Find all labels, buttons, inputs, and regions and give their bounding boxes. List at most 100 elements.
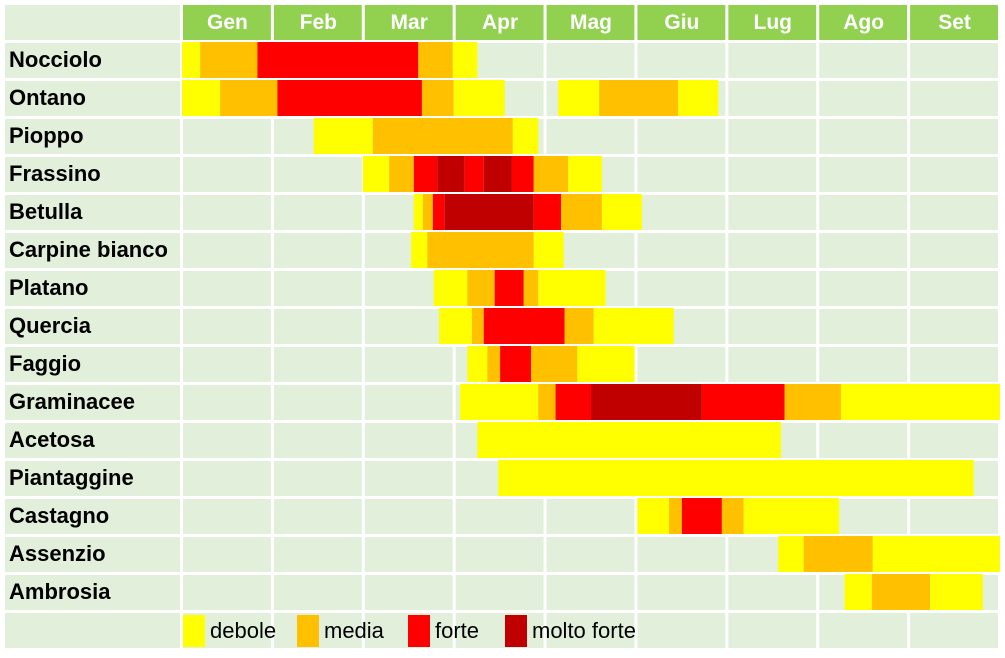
cell	[637, 233, 726, 268]
cell	[455, 499, 544, 534]
period-bar	[637, 498, 670, 534]
row-label: Pioppo	[9, 123, 84, 148]
legend-swatch	[505, 615, 527, 647]
period-bar	[464, 156, 484, 192]
cell	[819, 119, 908, 154]
cell	[273, 423, 362, 458]
cell	[455, 613, 544, 648]
row-label: Platano	[9, 275, 88, 300]
cell	[910, 271, 998, 306]
cell	[819, 43, 908, 78]
cell	[637, 43, 726, 78]
cell	[819, 613, 908, 648]
cell	[637, 613, 726, 648]
cell	[728, 157, 817, 192]
period-bar	[533, 156, 569, 192]
row-label: Acetosa	[9, 427, 95, 452]
period-bar	[533, 194, 562, 230]
cell	[910, 309, 998, 344]
cell	[183, 119, 271, 154]
period-bar	[494, 270, 524, 306]
period-bar	[460, 384, 539, 420]
period-bar	[277, 80, 422, 116]
label-cell	[5, 119, 180, 154]
period-bar	[421, 80, 454, 116]
cell	[364, 461, 453, 496]
period-bar	[930, 574, 983, 610]
row-label: Assenzio	[9, 541, 106, 566]
cell	[364, 423, 453, 458]
label-cell	[5, 385, 180, 420]
period-bar	[840, 384, 1000, 420]
cell	[273, 157, 362, 192]
period-bar	[577, 346, 635, 382]
header-cell	[728, 5, 817, 40]
period-bar	[389, 156, 414, 192]
cell	[910, 43, 998, 78]
cell	[728, 43, 817, 78]
cell	[183, 575, 271, 610]
cell	[910, 613, 998, 648]
cell	[819, 195, 908, 230]
period-bar	[471, 308, 484, 344]
period-bar	[681, 498, 722, 534]
cell	[546, 575, 635, 610]
cell	[637, 537, 726, 572]
header-cell	[546, 5, 635, 40]
legend-label: forte	[435, 618, 479, 643]
cell	[910, 423, 998, 458]
period-bar	[601, 194, 642, 230]
row-label: Castagno	[9, 503, 109, 528]
cell	[364, 499, 453, 534]
cell	[637, 119, 726, 154]
cell	[273, 499, 362, 534]
cell	[183, 423, 271, 458]
period-bar	[538, 270, 606, 306]
row-label: Carpine bianco	[9, 237, 168, 262]
cell	[637, 347, 726, 382]
cell	[728, 309, 817, 344]
period-bar	[433, 270, 468, 306]
cell	[273, 195, 362, 230]
period-bar	[487, 346, 501, 382]
row-label: Piantaggine	[9, 465, 134, 490]
legend-swatch	[297, 615, 319, 647]
cell	[183, 271, 271, 306]
label-cell	[5, 43, 180, 78]
cell	[819, 81, 908, 116]
period-bar	[453, 80, 505, 116]
cell	[455, 537, 544, 572]
legend-label: debole	[210, 618, 276, 643]
month-label: Apr	[482, 11, 518, 34]
period-bar	[784, 384, 841, 420]
cell	[637, 157, 726, 192]
row-label: Ontano	[9, 85, 86, 110]
label-cell	[5, 347, 180, 382]
period-bar	[591, 384, 702, 420]
row-label: Ambrosia	[9, 579, 111, 604]
legend-label: molto forte	[532, 618, 636, 643]
cell	[819, 309, 908, 344]
label-cell	[5, 271, 180, 306]
period-bar	[844, 574, 872, 610]
month-label: Giu	[664, 11, 699, 34]
month-label: Feb	[300, 11, 337, 34]
cell	[637, 271, 726, 306]
cell	[910, 499, 998, 534]
label-cell	[5, 233, 180, 268]
header-cell	[455, 5, 544, 40]
period-bar	[422, 194, 433, 230]
period-bar	[257, 42, 419, 78]
period-bar	[220, 80, 278, 116]
period-bar	[593, 308, 674, 344]
period-bar	[182, 42, 201, 78]
period-bar	[362, 156, 390, 192]
cell	[273, 575, 362, 610]
period-bar	[558, 80, 600, 116]
period-bar	[467, 346, 488, 382]
cell	[546, 43, 635, 78]
period-bar	[418, 42, 453, 78]
period-bar	[872, 536, 1000, 572]
cell	[364, 347, 453, 382]
header-corner	[5, 5, 180, 40]
